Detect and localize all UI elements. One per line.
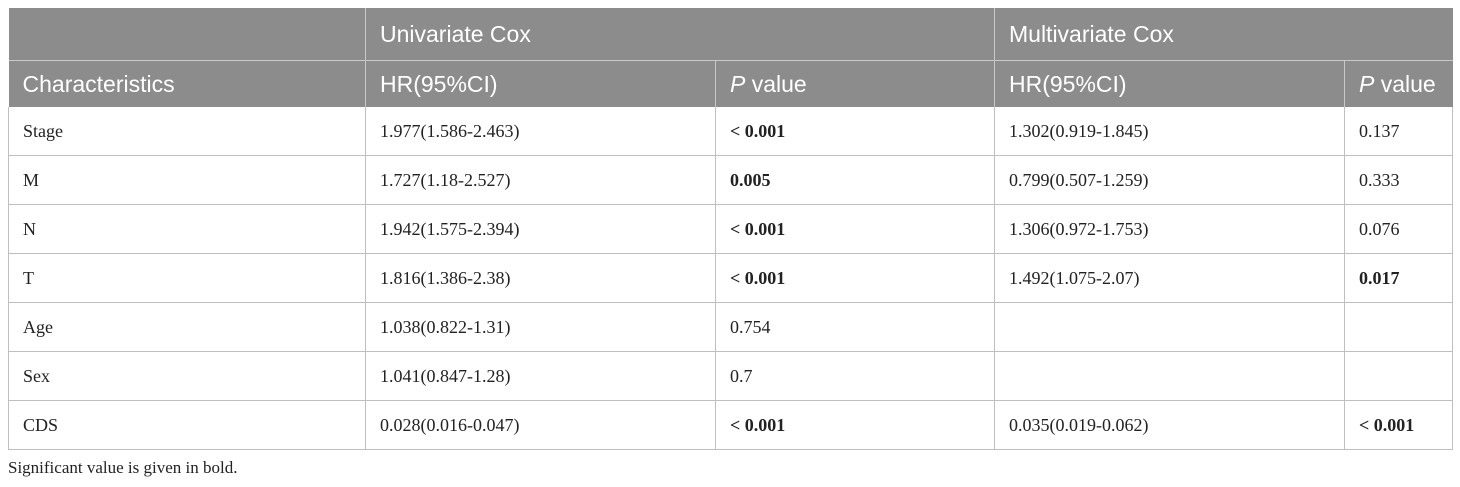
uni-p-cell: < 0.001 bbox=[715, 253, 995, 303]
group-header-univariate: Univariate Cox bbox=[365, 8, 995, 61]
uni-p-cell: 0.754 bbox=[715, 302, 995, 352]
table-row: Stage 1.977(1.586-2.463) < 0.001 1.302(0… bbox=[8, 107, 1454, 156]
row-label: Age bbox=[8, 302, 366, 352]
uni-p-cell: 0.7 bbox=[715, 351, 995, 401]
multi-p-cell: 0.076 bbox=[1343, 204, 1454, 254]
row-label: Sex bbox=[8, 351, 366, 401]
table-header: Univariate Cox Multivariate Cox Characte… bbox=[8, 8, 1453, 107]
row-label: Stage bbox=[8, 107, 366, 156]
multi-p-cell: 0.137 bbox=[1343, 107, 1454, 156]
table-row: M 1.727(1.18-2.527) 0.005 0.799(0.507-1.… bbox=[8, 155, 1454, 205]
multi-hr-cell: 0.799(0.507-1.259) bbox=[994, 155, 1345, 205]
row-label: N bbox=[8, 204, 366, 254]
uni-p-cell: < 0.001 bbox=[715, 400, 995, 450]
col-header-uni-hr: HR(95%CI) bbox=[365, 60, 716, 107]
multi-hr-cell: 0.035(0.019-0.062) bbox=[994, 400, 1345, 450]
multi-p-cell: 0.333 bbox=[1343, 155, 1454, 205]
uni-hr-cell: 0.028(0.016-0.047) bbox=[365, 400, 716, 450]
multi-p-letter: P bbox=[1359, 70, 1375, 97]
multi-hr-cell: 1.492(1.075-2.07) bbox=[994, 253, 1345, 303]
multi-p-cell bbox=[1343, 351, 1454, 401]
uni-hr-cell: 1.977(1.586-2.463) bbox=[365, 107, 716, 156]
uni-hr-cell: 1.816(1.386-2.38) bbox=[365, 253, 716, 303]
group-header-multivariate: Multivariate Cox bbox=[993, 8, 1453, 61]
uni-p-letter: P bbox=[730, 70, 746, 97]
uni-hr-cell: 1.038(0.822-1.31) bbox=[365, 302, 716, 352]
row-label: CDS bbox=[8, 400, 366, 450]
multi-p-cell: 0.017 bbox=[1343, 253, 1454, 303]
col-header-uni-p: P value bbox=[715, 60, 995, 107]
uni-p-cell: 0.005 bbox=[715, 155, 995, 205]
uni-hr-cell: 1.942(1.575-2.394) bbox=[365, 204, 716, 254]
multi-hr-cell: 1.306(0.972-1.753) bbox=[994, 204, 1345, 254]
multi-hr-cell: 1.302(0.919-1.845) bbox=[994, 107, 1345, 156]
results-table-container: Univariate Cox Multivariate Cox Characte… bbox=[8, 8, 1454, 478]
multi-p-cell: < 0.001 bbox=[1343, 400, 1454, 450]
multi-p-suffix: value bbox=[1374, 70, 1436, 97]
row-label: M bbox=[8, 155, 366, 205]
table-row: Age 1.038(0.822-1.31) 0.754 bbox=[8, 302, 1454, 352]
table-row: Sex 1.041(0.847-1.28) 0.7 bbox=[8, 351, 1454, 401]
uni-p-suffix: value bbox=[745, 70, 807, 97]
table-row: CDS 0.028(0.016-0.047) < 0.001 0.035(0.0… bbox=[8, 400, 1454, 450]
row-label: T bbox=[8, 253, 366, 303]
table-body: Stage 1.977(1.586-2.463) < 0.001 1.302(0… bbox=[8, 107, 1454, 450]
col-header-multi-hr: HR(95%CI) bbox=[994, 60, 1345, 107]
uni-hr-cell: 1.041(0.847-1.28) bbox=[365, 351, 716, 401]
col-header-multi-p: P value bbox=[1343, 60, 1453, 107]
cox-regression-table: Univariate Cox Multivariate Cox Characte… bbox=[8, 8, 1454, 450]
column-header-row: Characteristics HR(95%CI) P value HR(95%… bbox=[8, 60, 1453, 107]
uni-p-cell: < 0.001 bbox=[715, 107, 995, 156]
multi-hr-cell bbox=[994, 351, 1345, 401]
multi-hr-cell bbox=[994, 302, 1345, 352]
uni-p-cell: < 0.001 bbox=[715, 204, 995, 254]
group-header-row: Univariate Cox Multivariate Cox bbox=[8, 8, 1453, 61]
table-row: T 1.816(1.386-2.38) < 0.001 1.492(1.075-… bbox=[8, 253, 1454, 303]
table-footnote: Significant value is given in bold. bbox=[8, 458, 238, 477]
col-header-characteristics: Characteristics bbox=[8, 60, 366, 107]
group-header-blank bbox=[8, 8, 366, 61]
multi-p-cell bbox=[1343, 302, 1454, 352]
table-row: N 1.942(1.575-2.394) < 0.001 1.306(0.972… bbox=[8, 204, 1454, 254]
uni-hr-cell: 1.727(1.18-2.527) bbox=[365, 155, 716, 205]
